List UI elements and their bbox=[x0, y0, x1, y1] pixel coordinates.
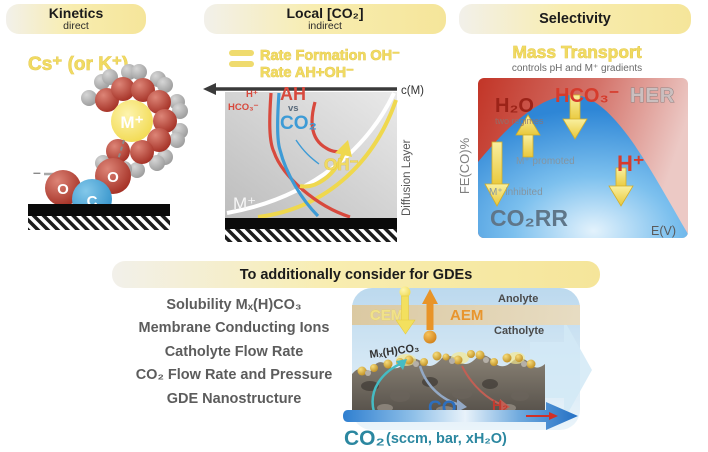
list-item: Catholyte Flow Rate bbox=[164, 343, 304, 360]
label-h-plus: H⁺ bbox=[246, 89, 258, 100]
gas-channel-arrow bbox=[343, 402, 578, 430]
label-m-plus: M⁺ bbox=[233, 194, 256, 213]
banner-gde: To additionally consider for GDEs bbox=[112, 261, 600, 288]
gde-title: To additionally consider for GDEs bbox=[239, 266, 473, 283]
label-hco3: HCO₃⁻ bbox=[555, 85, 619, 107]
ratio-numerator: Rate Formation OH⁻ bbox=[260, 48, 400, 64]
cation-sphere bbox=[111, 100, 153, 142]
hco3-down-arrow-head bbox=[562, 118, 588, 140]
gde-considerations-list: Solubility Mₓ(H)CO₃ Membrane Conducting … bbox=[98, 294, 370, 411]
mass-transport-heading: Mass Transport bbox=[512, 42, 642, 62]
gde-cell-art: CEM AEM Anolyte Catholyte Mₓ(H)CO₃ bbox=[343, 286, 592, 450]
h2o-down-arrow-shaft bbox=[491, 141, 503, 187]
anion-up-arrow bbox=[422, 289, 438, 344]
label-cem: CEM bbox=[370, 307, 403, 324]
local-co2-subtitle: indirect bbox=[308, 20, 342, 32]
atom-o-right: O bbox=[107, 169, 119, 186]
product-arrows bbox=[371, 361, 504, 413]
m-promoted-up-arrow-shaft bbox=[522, 134, 534, 158]
kinetics-panel-art: Cs⁺ (or K⁺) M⁺ bbox=[28, 54, 188, 230]
cation-ion-label: M⁺ bbox=[120, 113, 143, 132]
atom-c: C bbox=[87, 193, 98, 210]
label-hco3: HCO₃⁻ bbox=[228, 102, 259, 113]
kinetics-subtitle: direct bbox=[63, 20, 89, 32]
diffusion-layer-label: Diffusion Layer bbox=[401, 139, 413, 216]
electrode-bar bbox=[225, 218, 397, 229]
electrode-bar bbox=[28, 204, 170, 216]
h-down-arrow-head bbox=[608, 185, 634, 207]
kinetics-title: Kinetics bbox=[48, 5, 104, 21]
label-her: HER bbox=[630, 85, 675, 107]
label-co2rr: CO₂RR bbox=[490, 205, 568, 231]
mass-transport-subheading: controls pH and M⁺ gradients bbox=[512, 63, 642, 74]
label-co2: CO₂ bbox=[280, 113, 317, 134]
charge-label: – bbox=[33, 164, 41, 180]
label-catholyte: Catholyte bbox=[494, 325, 544, 337]
label-two-regimes: two regimes bbox=[495, 116, 544, 126]
atom-o-left: O bbox=[57, 181, 69, 198]
equals-bar-bottom bbox=[229, 61, 254, 67]
label-h2o: H₂O bbox=[495, 95, 534, 117]
up-trend-arrowhead bbox=[335, 140, 352, 157]
axis-arrowhead bbox=[203, 83, 216, 95]
electrode-hatch bbox=[28, 216, 170, 230]
local-co2-panel-art: Rate Formation OH⁻ Rate AH+OH⁻ c(M) H⁺ H… bbox=[203, 48, 424, 242]
flux-arrows bbox=[484, 94, 634, 207]
label-m-inhibited: M⁺ inhibited bbox=[489, 187, 543, 198]
banner-selectivity: Selectivity bbox=[459, 4, 691, 34]
list-item: GDE Nanostructure bbox=[166, 390, 302, 407]
selectivity-title: Selectivity bbox=[539, 11, 611, 27]
axis-label-cm: c(M) bbox=[401, 85, 424, 97]
gas-flow-chevron bbox=[530, 320, 592, 420]
cation-label: Cs⁺ (or K⁺) bbox=[28, 54, 128, 75]
coordination-dashed-line bbox=[114, 139, 125, 171]
feed-co2-label: CO₂ bbox=[344, 427, 385, 450]
banner-local-co2: Local [CO₂] indirect bbox=[204, 4, 446, 34]
label-h-plus: H⁺ bbox=[617, 151, 645, 176]
label-anolyte: Anolyte bbox=[498, 293, 538, 305]
local-co2-title: Local [CO₂] bbox=[286, 5, 364, 21]
label-aem: AEM bbox=[450, 307, 483, 324]
label-m-promoted: M⁺ promoted bbox=[516, 156, 575, 167]
selectivity-panel-art: Mass Transport controls pH and M⁺ gradie… bbox=[457, 42, 688, 238]
list-item: CO₂ Flow Rate and Pressure bbox=[135, 367, 333, 384]
feed-params-label: (sccm, bar, xH₂O) bbox=[386, 431, 507, 447]
label-h2: H₂ bbox=[492, 397, 508, 413]
equals-bar-top bbox=[229, 50, 254, 56]
catalyst-particles bbox=[357, 350, 536, 376]
list-item: Membrane Conducting Ions bbox=[138, 320, 330, 337]
rate-ratio-equation: Rate Formation OH⁻ Rate AH+OH⁻ bbox=[229, 48, 400, 81]
carbonate-arrowhead bbox=[396, 359, 407, 370]
label-vs: vs bbox=[288, 103, 299, 114]
h2-stream-arrowhead bbox=[549, 412, 558, 420]
ratio-denominator: Rate AH+OH⁻ bbox=[260, 65, 354, 81]
list-item: Solubility Mₓ(H)CO₃ bbox=[166, 297, 302, 313]
cation-down-arrow bbox=[395, 286, 416, 335]
electrode-hatch bbox=[225, 229, 397, 242]
hydration-shell bbox=[81, 64, 188, 178]
y-axis-label: FE(CO)% bbox=[457, 137, 472, 194]
co-arrowhead bbox=[457, 399, 467, 412]
banner-kinetics: Kinetics direct bbox=[6, 4, 146, 34]
h2o-down-arrow-head bbox=[484, 183, 510, 207]
h2-arrowhead bbox=[500, 399, 510, 412]
x-axis-label: E(V) bbox=[651, 224, 676, 238]
label-oh: OH⁻ bbox=[324, 155, 359, 174]
label-ah: AH bbox=[280, 84, 306, 104]
